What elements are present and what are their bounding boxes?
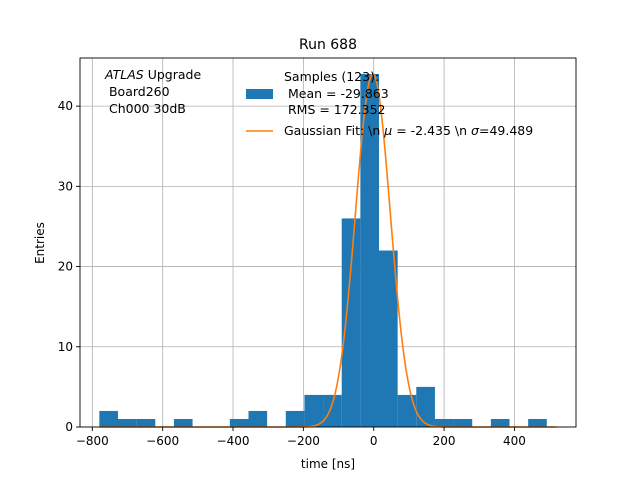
annotation-line-1: ATLAS Upgrade	[104, 67, 201, 82]
legend-histogram-line-2: Mean = -29.863	[284, 86, 389, 101]
histogram-bar-14	[434, 418, 454, 427]
annotation-atlas: ATLAS	[104, 67, 144, 82]
histogram-bar-9	[341, 218, 361, 427]
legend-mu-symbol: μ	[383, 123, 392, 138]
histogram-bar-8	[323, 394, 342, 427]
x-tick-label-6: 400	[503, 434, 526, 448]
x-tick-label-2: −400	[217, 434, 250, 448]
histogram-bar-15	[453, 418, 473, 427]
x-tick-label-1: −600	[146, 434, 179, 448]
histogram-bar-6	[285, 410, 305, 427]
histogram-bar-0	[99, 410, 118, 427]
legend-fit-prefix: Gaussian Fit: \n	[284, 123, 384, 138]
x-tick-label-4: 0	[370, 434, 378, 448]
legend-sigma-symbol: σ	[471, 123, 480, 138]
histogram-bar-13	[416, 386, 435, 427]
y-tick-label-3: 30	[58, 179, 73, 193]
legend-histogram-line-1: Samples (123):	[284, 69, 379, 84]
x-tick-label-5: 200	[433, 434, 456, 448]
histogram-bar-4	[229, 418, 249, 427]
plot-frame	[79, 57, 577, 428]
histogram-bars	[99, 74, 547, 427]
x-axis-label: time [ns]	[301, 457, 355, 471]
y-tick-label-1: 10	[58, 340, 73, 354]
y-tick-label-4: 40	[58, 99, 73, 113]
x-tick-label-0: −800	[76, 434, 109, 448]
axis-ticks: −800 −600 −400 −200 0 200 400 0 10 20 30 40	[58, 99, 526, 448]
y-tick-label-2: 20	[58, 260, 73, 274]
y-tick-label-0: 0	[65, 420, 73, 434]
histogram-bar-7	[304, 394, 324, 427]
annotation-upgrade: Upgrade	[144, 67, 202, 82]
chart-title: Run 688	[299, 37, 357, 53]
x-tick-label-3: −200	[287, 434, 320, 448]
legend-histogram-line-3: RMS = 172.352	[284, 102, 386, 117]
histogram-bar-3	[173, 418, 193, 427]
histogram-bar-17	[528, 418, 547, 427]
annotation-line-2: Board260	[105, 84, 170, 99]
histogram-bar-2	[136, 418, 156, 427]
legend-fit-label: Gaussian Fit: \n μ = -2.435 \n σ=49.489	[284, 123, 533, 138]
legend: Samples (123): Mean = -29.863 RMS = 172.…	[246, 69, 533, 138]
histogram-bar-10	[360, 74, 380, 427]
annotation-line-3: Ch000 30dB	[105, 101, 186, 116]
histogram-bar-12	[397, 394, 417, 427]
annotation-box: ATLAS Upgrade Board260 Ch000 30dB	[104, 67, 201, 116]
legend-fit-sigma: =49.489	[479, 123, 533, 138]
histogram-bar-1	[117, 418, 137, 427]
y-axis-label: Entries	[33, 222, 47, 264]
legend-fit-mu: = -2.435 \n	[392, 123, 471, 138]
histogram-bar-16	[490, 418, 510, 427]
histogram-bar-11	[379, 250, 398, 427]
legend-histogram-swatch	[246, 89, 273, 99]
histogram-bar-5	[248, 410, 268, 427]
